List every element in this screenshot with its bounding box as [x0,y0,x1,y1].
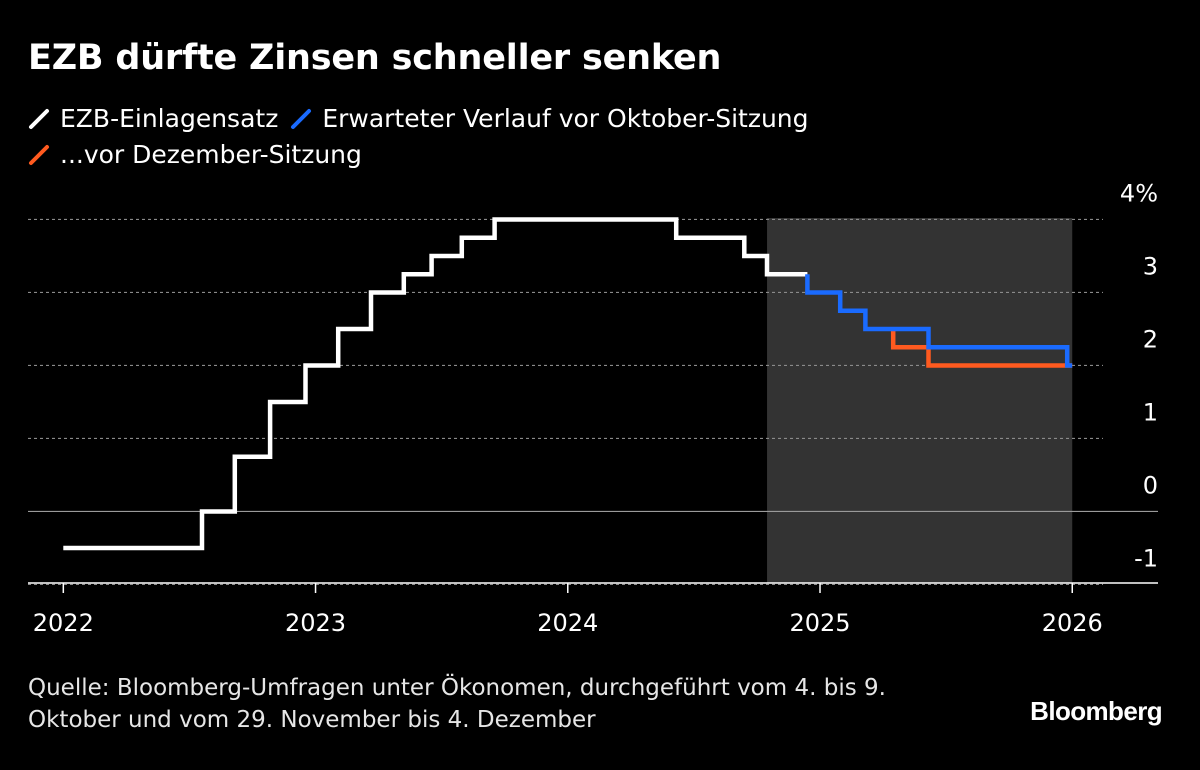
legend-label-december: ...vor Dezember-Sitzung [60,140,362,169]
source-line-1: Quelle: Bloomberg-Umfragen unter Ökonome… [28,675,886,701]
x-tick-label: 2025 [789,609,850,637]
legend-item-october: Erwarteter Verlauf vor Oktober-Sitzung [290,104,809,133]
chart-title: EZB dürfte Zinsen schneller senken [28,38,722,78]
x-tick-label: 2022 [33,609,94,637]
legend-item-december: ...vor Dezember-Sitzung [28,140,362,169]
legend-swatch-icon-orange [28,144,50,166]
x-tick-label: 2026 [1042,609,1103,637]
source-line-2: Oktober und vom 29. November bis 4. Deze… [28,707,596,733]
source-note: Quelle: Bloomberg-Umfragen unter Ökonome… [28,672,886,736]
series-line-october [805,274,1073,368]
legend-label-rate: EZB-Einlagensatz [60,104,279,133]
y-tick-label: -1 [1134,544,1158,572]
y-tick-label: 2 [1143,325,1158,353]
y-tick-label: 3 [1143,252,1158,280]
legend-row-2: ...vor Dezember-Sitzung [28,140,374,169]
bloomberg-logo: Bloomberg [1030,696,1162,726]
y-tick-label: 1 [1143,398,1158,426]
legend-item-rate: EZB-Einlagensatz [28,104,278,133]
y-tick-label: 0 [1143,471,1158,499]
legend-row-1: EZB-Einlagensatz Erwarteter Verlauf vor … [28,104,821,133]
forecast-shaded-region [767,218,1073,583]
legend-swatch-icon-white [28,108,50,130]
y-tick-label: 4% [1120,179,1158,207]
x-tick-label: 2023 [285,609,346,637]
series-line-rate [63,217,808,551]
legend-label-october: Erwarteter Verlauf vor Oktober-Sitzung [322,104,809,133]
legend-swatch-icon-blue [290,108,312,130]
x-tick-label: 2024 [537,609,598,637]
